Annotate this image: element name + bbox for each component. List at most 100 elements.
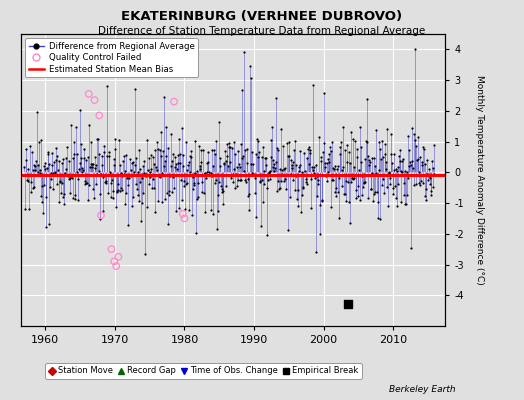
Point bbox=[281, 165, 290, 172]
Point bbox=[139, 163, 147, 170]
Point bbox=[325, 158, 333, 165]
Point bbox=[358, 192, 367, 199]
Point bbox=[416, 182, 424, 188]
Point bbox=[112, 204, 120, 211]
Point bbox=[350, 175, 358, 182]
Point bbox=[266, 176, 275, 182]
Point bbox=[140, 170, 149, 176]
Point bbox=[308, 164, 316, 170]
Point bbox=[249, 171, 257, 177]
Point bbox=[311, 249, 320, 256]
Point bbox=[329, 176, 337, 183]
Point bbox=[166, 131, 174, 137]
Point bbox=[392, 166, 400, 172]
Point bbox=[105, 169, 114, 175]
Point bbox=[107, 180, 115, 186]
Point bbox=[75, 166, 83, 172]
Point bbox=[408, 158, 416, 165]
Point bbox=[391, 183, 399, 190]
Point bbox=[106, 170, 114, 177]
Point bbox=[354, 193, 362, 200]
Point bbox=[311, 175, 319, 181]
Point bbox=[80, 146, 89, 152]
Point bbox=[405, 163, 413, 170]
Point bbox=[303, 155, 311, 161]
Point bbox=[343, 142, 351, 148]
Point bbox=[347, 178, 356, 185]
Point bbox=[160, 163, 168, 170]
Point bbox=[310, 164, 318, 170]
Point bbox=[162, 153, 171, 159]
Point bbox=[255, 172, 263, 179]
Point bbox=[140, 157, 148, 164]
Point bbox=[257, 154, 266, 160]
Point bbox=[115, 162, 124, 168]
Point bbox=[374, 199, 382, 206]
Point bbox=[37, 137, 45, 143]
Point bbox=[344, 301, 352, 308]
Point bbox=[84, 91, 93, 97]
Point bbox=[77, 140, 85, 147]
Point bbox=[73, 150, 81, 157]
Point bbox=[228, 171, 237, 177]
Point bbox=[171, 164, 179, 170]
Point bbox=[227, 175, 236, 182]
Point bbox=[391, 194, 400, 201]
Point bbox=[129, 194, 138, 200]
Point bbox=[303, 181, 312, 187]
Point bbox=[398, 168, 407, 175]
Point bbox=[409, 181, 418, 188]
Point bbox=[299, 185, 308, 192]
Point bbox=[114, 254, 123, 260]
Point bbox=[116, 185, 125, 191]
Point bbox=[249, 161, 258, 167]
Point bbox=[203, 149, 212, 156]
Point bbox=[136, 166, 145, 172]
Point bbox=[276, 185, 284, 192]
Point bbox=[429, 184, 438, 191]
Point bbox=[347, 128, 355, 135]
Point bbox=[421, 161, 429, 168]
Point bbox=[306, 150, 314, 156]
Point bbox=[205, 172, 214, 178]
Point bbox=[338, 182, 346, 189]
Point bbox=[114, 187, 123, 194]
Point bbox=[169, 174, 177, 180]
Point bbox=[150, 161, 159, 168]
Point bbox=[315, 134, 323, 140]
Point bbox=[428, 158, 436, 164]
Point bbox=[307, 176, 315, 182]
Point bbox=[67, 122, 75, 128]
Point bbox=[87, 138, 95, 145]
Point bbox=[316, 154, 325, 160]
Point bbox=[316, 230, 324, 237]
Point bbox=[376, 216, 385, 223]
Text: Berkeley Earth: Berkeley Earth bbox=[389, 385, 456, 394]
Point bbox=[304, 161, 313, 168]
Point bbox=[339, 124, 347, 130]
Point bbox=[424, 173, 433, 179]
Point bbox=[212, 138, 221, 144]
Point bbox=[396, 147, 405, 154]
Point bbox=[353, 154, 361, 160]
Point bbox=[132, 180, 140, 187]
Point bbox=[27, 189, 36, 195]
Point bbox=[325, 151, 334, 157]
Point bbox=[105, 153, 113, 159]
Point bbox=[234, 148, 243, 155]
Point bbox=[221, 148, 230, 154]
Point bbox=[267, 137, 275, 143]
Point bbox=[110, 162, 118, 168]
Point bbox=[246, 63, 254, 70]
Point bbox=[213, 208, 222, 214]
Point bbox=[220, 161, 228, 167]
Point bbox=[32, 158, 40, 164]
Point bbox=[89, 186, 97, 192]
Point bbox=[129, 158, 137, 165]
Point bbox=[263, 232, 271, 239]
Point bbox=[56, 178, 64, 184]
Point bbox=[178, 196, 187, 203]
Point bbox=[424, 177, 432, 183]
Point bbox=[383, 184, 391, 190]
Point bbox=[406, 159, 414, 165]
